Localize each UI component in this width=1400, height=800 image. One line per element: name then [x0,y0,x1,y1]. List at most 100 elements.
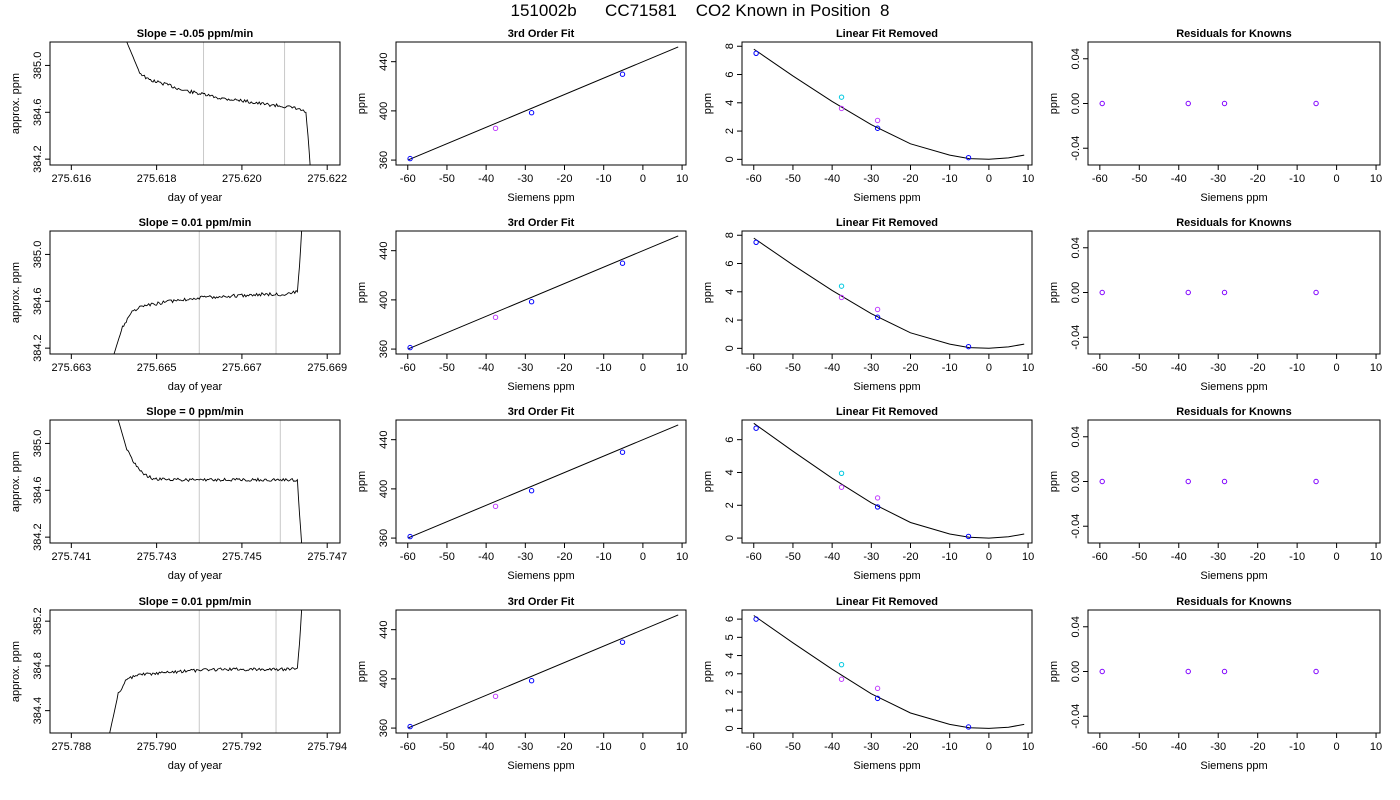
data-point [1313,478,1319,485]
data-point [1221,100,1228,107]
x-tick-label: 0 [1334,551,1340,563]
panel-title: Residuals for Knowns [1176,596,1292,608]
x-tick-label: -20 [903,741,919,753]
y-tick-label: 2 [724,502,736,508]
x-axis-label: Siemens ppm [853,192,920,204]
x-tick-label: -30 [517,362,533,374]
y-tick-label: 0.04 [1070,48,1082,69]
x-tick-label: -60 [746,362,762,374]
data-point [1185,668,1191,675]
x-tick-label: -50 [1131,741,1147,753]
y-tick-label: 0.00 [1070,661,1082,682]
x-tick-label: -40 [1171,173,1187,185]
fit-curve [753,48,1025,160]
fit-curve [407,46,679,161]
x-tick-label: -10 [1289,741,1305,753]
data-point [1099,478,1105,485]
x-tick-label: -20 [557,173,573,185]
x-tick-label: -60 [746,741,762,753]
plot-frame [741,230,1033,355]
panel-r4-c4: Residuals for Knowns -60 -50 -40 -30 -20 -10 0 1… [1048,596,1382,772]
y-tick-label: 8 [724,232,736,238]
data-point [528,678,535,684]
data-point [874,125,881,131]
x-tick-label: -30 [517,551,533,563]
x-axis-label: Siemens ppm [853,760,920,772]
data-point [1099,668,1105,675]
fit-curve [753,615,1025,729]
data-point [874,695,881,702]
data-point [753,239,759,246]
x-tick-label: 0 [640,741,646,753]
data-point [1313,289,1319,296]
x-tick-label: -10 [942,741,958,753]
data-point [1185,289,1191,296]
panel-r3-c2: 3rd Order Fit -60 -50 -40 -30 -20 -10 0 10 360 400… [356,406,688,582]
plot-frame [741,41,1033,166]
panel-r2-c1: Slope = 0.01 ppm/min 275.663 275.665 275.66… [10,217,347,393]
data-point [492,693,499,700]
y-axis-label: ppm [1048,93,1060,114]
y-tick-label: 400 [378,670,390,688]
x-tick-label: -50 [439,362,455,374]
data-point [619,449,626,455]
y-tick-label: 440 [378,53,390,71]
data-point [1221,478,1228,485]
panel-r2-c2: 3rd Order Fit -60 -50 -40 -30 -20 -10 0 10 360 400… [356,217,688,393]
x-tick-label: 275.792 [222,741,262,753]
x-tick-label: -10 [942,362,958,374]
co2-trace-line [109,610,303,733]
data-point [407,533,413,540]
y-axis-label: ppm [1048,661,1060,682]
fit-curve [407,235,679,350]
y-tick-label: 440 [378,431,390,449]
x-tick-label: -40 [478,173,494,185]
data-point [407,155,413,162]
y-axis-label: ppm [702,661,714,682]
data-point [528,299,535,305]
y-axis-label: ppm [1048,471,1060,492]
x-axis-label: Siemens ppm [507,760,574,772]
x-tick-label: -60 [1092,173,1108,185]
panel-r4-c3: Linear Fit Removed -60 -50 -40 -30 -20 -10 0 10 0… [702,596,1034,772]
x-tick-label: 10 [676,551,688,563]
data-point [965,154,972,161]
y-tick-label: 384.2 [32,334,44,362]
x-tick-label: -20 [557,551,573,563]
data-point [838,470,845,476]
x-tick-label: 0 [640,173,646,185]
y-tick-label: 385.0 [32,52,44,80]
data-point [838,661,845,668]
panel-r2-c3: Linear Fit Removed -60 -50 -40 -30 -20 -10 0 10 0… [702,217,1034,393]
y-axis-label: ppm [702,93,714,114]
y-tick-label: 385.0 [32,241,44,269]
x-tick-label: 275.622 [307,173,347,185]
panel-r1-c2: 3rd Order Fit -60 -50 -40 -30 -20 -10 0 10 360 400… [356,28,688,204]
plot-frame [1087,609,1381,734]
panel-title: Linear Fit Removed [836,28,938,40]
y-tick-label: 0.00 [1070,282,1082,303]
x-tick-label: -40 [478,741,494,753]
x-tick-label: -30 [517,173,533,185]
panel-title: 3rd Order Fit [508,406,575,418]
x-tick-label: 275.663 [51,362,91,374]
plot-frame [1087,230,1381,355]
x-tick-label: -30 [1210,741,1226,753]
x-tick-label: 0 [1334,173,1340,185]
plot-frame [395,41,687,166]
y-axis-label: ppm [702,282,714,303]
panel-r3-c3: Linear Fit Removed -60 -50 -40 -30 -20 -10 0 10 0… [702,406,1034,582]
x-tick-label: -50 [1131,173,1147,185]
y-tick-label: 384.8 [32,652,44,680]
y-tick-label: 385.2 [32,607,44,635]
data-point [492,125,499,132]
y-tick-label: 384.6 [32,288,44,316]
panel-r4-c1: Slope = 0.01 ppm/min 275.788 275.790 275.79… [10,596,347,772]
y-tick-label: 0.04 [1070,616,1082,637]
plot-frame [49,230,341,355]
data-point [838,294,845,301]
y-tick-label: 6 [724,616,736,622]
x-tick-label: 10 [1370,551,1382,563]
data-point [838,283,845,289]
